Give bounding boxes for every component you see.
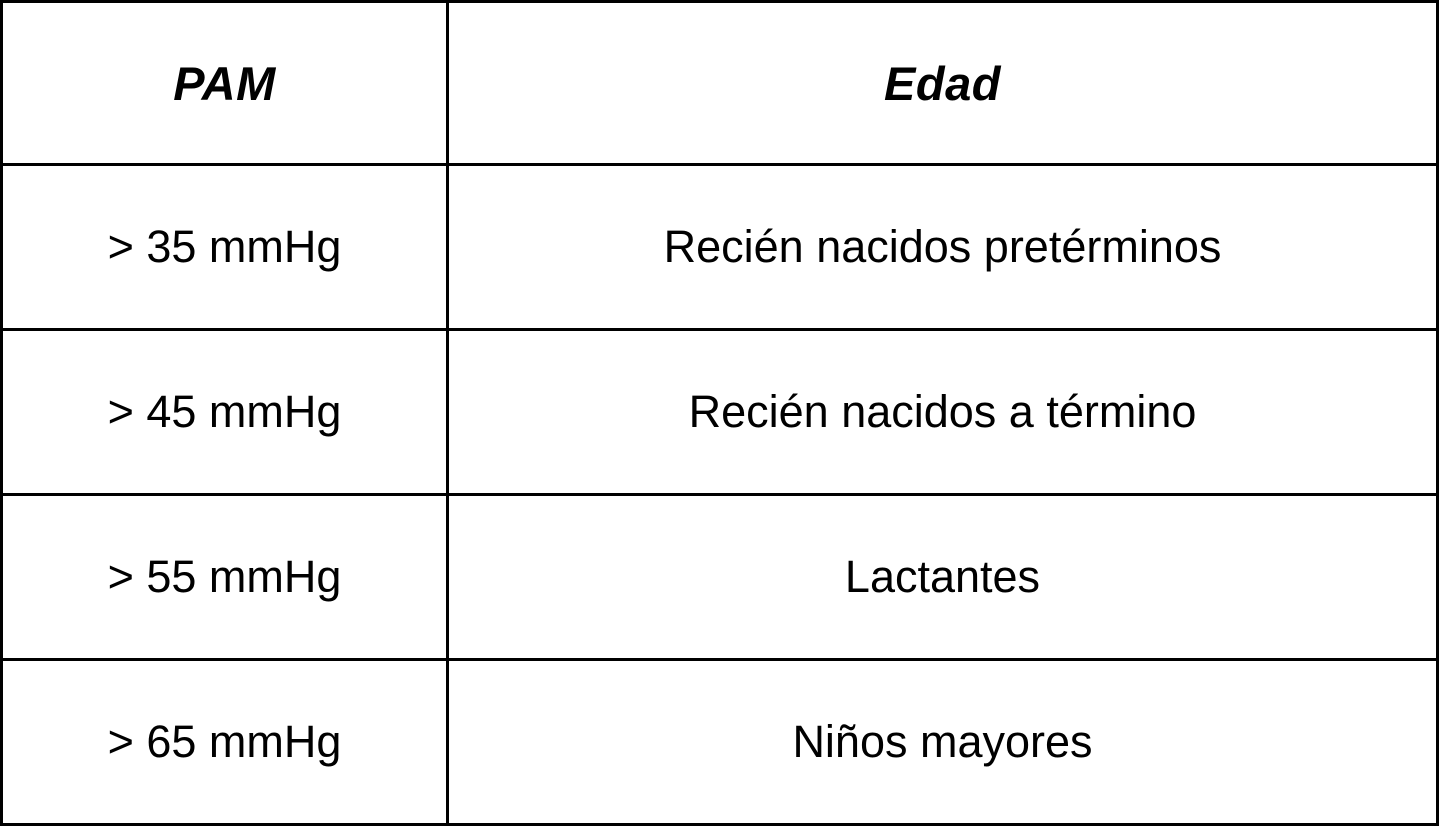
pam-value-cell: > 55 mmHg [0,493,449,661]
edad-value-cell: Recién nacidos a término [446,328,1439,496]
table-row: > 55 mmHg Lactantes [0,493,1439,661]
table-row: > 45 mmHg Recién nacidos a término [0,328,1439,496]
column-header-edad: Edad [446,0,1439,166]
edad-value-cell: Recién nacidos pretérminos [446,163,1439,331]
edad-value-cell: Lactantes [446,493,1439,661]
pam-value-cell: > 35 mmHg [0,163,449,331]
pam-value-cell: > 45 mmHg [0,328,449,496]
table-row: > 65 mmHg Niños mayores [0,658,1439,826]
edad-value-cell: Niños mayores [446,658,1439,826]
header-row: PAM Edad [0,0,1439,166]
column-header-pam: PAM [0,0,449,166]
pam-value-cell: > 65 mmHg [0,658,449,826]
table-row: > 35 mmHg Recién nacidos pretérminos [0,163,1439,331]
